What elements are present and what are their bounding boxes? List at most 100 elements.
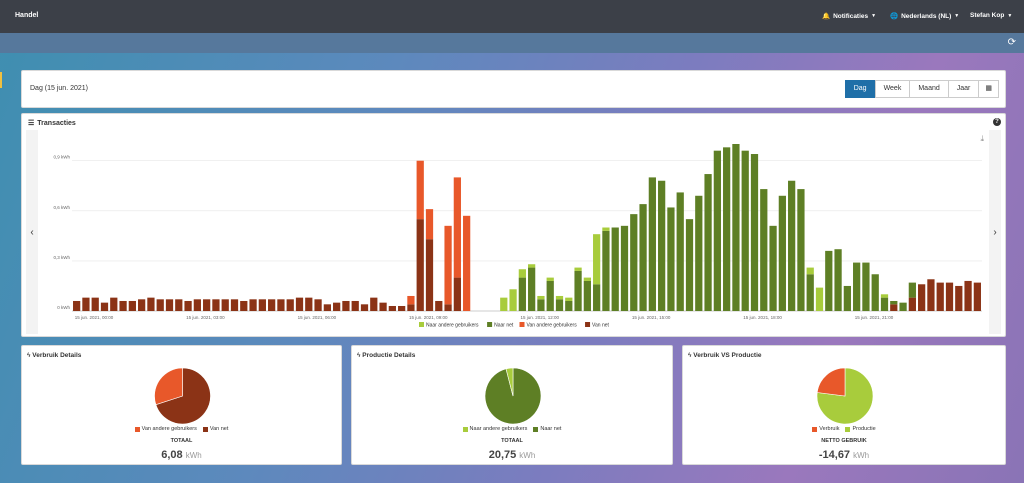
bar-segment[interactable] xyxy=(908,297,916,311)
bar-segment[interactable] xyxy=(138,299,146,311)
download-icon[interactable]: ⤓ xyxy=(980,134,984,143)
bar-segment[interactable] xyxy=(750,154,759,311)
legend-item[interactable]: Van net xyxy=(202,426,228,432)
legend-label[interactable]: Naar andere gebruikers xyxy=(426,323,479,329)
bar-segment[interactable] xyxy=(221,299,229,311)
bar-segment[interactable] xyxy=(583,280,591,311)
bar-segment[interactable] xyxy=(184,300,192,311)
bar-segment[interactable] xyxy=(342,300,350,311)
bar-segment[interactable] xyxy=(249,299,257,311)
bar-segment[interactable] xyxy=(890,300,898,305)
bar-segment[interactable] xyxy=(574,267,582,271)
bar-segment[interactable] xyxy=(639,204,647,311)
bar-segment[interactable] xyxy=(834,249,842,311)
legend-item[interactable]: Verbruik xyxy=(812,426,839,432)
bar-segment[interactable] xyxy=(537,295,545,300)
bar-segment[interactable] xyxy=(908,282,916,298)
bar-segment[interactable] xyxy=(333,302,341,311)
bar-segment[interactable] xyxy=(955,285,963,311)
legend-item[interactable]: Naar net xyxy=(533,426,561,432)
bar-segment[interactable] xyxy=(416,219,424,311)
bar-segment[interactable] xyxy=(741,150,749,311)
bar-segment[interactable] xyxy=(806,274,814,311)
legend-label[interactable]: Naar net xyxy=(494,323,514,329)
bar-segment[interactable] xyxy=(370,297,378,311)
bar-segment[interactable] xyxy=(203,299,211,311)
bar-segment[interactable] xyxy=(593,234,601,285)
bar-segment[interactable] xyxy=(463,215,471,311)
bar-segment[interactable] xyxy=(73,300,81,311)
bar-segment[interactable] xyxy=(723,147,731,311)
bar-segment[interactable] xyxy=(685,219,694,311)
bar-segment[interactable] xyxy=(871,274,879,311)
bar-segment[interactable] xyxy=(713,150,721,311)
bar-segment[interactable] xyxy=(620,225,629,311)
calendar-button[interactable]: ▦ xyxy=(978,80,999,98)
user-menu[interactable]: Stefan Kop ▼ xyxy=(970,12,1012,19)
bar-segment[interactable] xyxy=(82,297,90,311)
pie-slice[interactable] xyxy=(154,367,183,406)
legend-item[interactable]: Van andere gebruikers xyxy=(134,426,197,432)
bar-segment[interactable] xyxy=(156,299,164,311)
bar-segment[interactable] xyxy=(407,304,415,311)
bar-segment[interactable] xyxy=(565,300,573,311)
bar-segment[interactable] xyxy=(444,225,452,305)
legend-label[interactable]: Van andere gebruikers xyxy=(527,323,578,329)
bar-segment[interactable] xyxy=(806,267,814,275)
bar-segment[interactable] xyxy=(973,282,981,311)
bar-segment[interactable] xyxy=(880,294,889,298)
bar-segment[interactable] xyxy=(360,304,369,311)
bar-segment[interactable] xyxy=(110,297,118,311)
bar-segment[interactable] xyxy=(565,297,573,301)
bar-segment[interactable] xyxy=(853,262,861,311)
bar-segment[interactable] xyxy=(778,195,786,311)
bar-segment[interactable] xyxy=(453,177,461,278)
bar-segment[interactable] xyxy=(175,299,183,311)
bar-segment[interactable] xyxy=(147,297,155,311)
bar-segment[interactable] xyxy=(119,300,127,311)
bar-segment[interactable] xyxy=(964,280,972,311)
bar-segment[interactable] xyxy=(518,277,526,311)
bar-segment[interactable] xyxy=(583,277,591,281)
bar-segment[interactable] xyxy=(676,192,684,311)
bar-segment[interactable] xyxy=(230,299,239,311)
bar-segment[interactable] xyxy=(667,207,675,311)
bar-segment[interactable] xyxy=(602,230,610,311)
bar-segment[interactable] xyxy=(815,287,824,311)
bar-segment[interactable] xyxy=(862,262,870,311)
bar-segment[interactable] xyxy=(425,239,434,311)
pie-slice[interactable] xyxy=(816,367,846,397)
bar-segment[interactable] xyxy=(797,189,805,311)
bar-segment[interactable] xyxy=(648,177,656,311)
bar-segment[interactable] xyxy=(100,302,109,311)
bar-segment[interactable] xyxy=(416,160,424,220)
bar-segment[interactable] xyxy=(537,299,545,311)
bar-segment[interactable] xyxy=(398,305,406,311)
week-button[interactable]: Week xyxy=(874,80,911,98)
language-menu[interactable]: 🌐 Nederlands (NL) ▼ xyxy=(890,12,959,21)
bar-segment[interactable] xyxy=(918,284,926,311)
bar-segment[interactable] xyxy=(843,285,851,311)
brand-title[interactable]: Handel xyxy=(15,12,39,19)
bar-segment[interactable] xyxy=(91,297,99,311)
bar-segment[interactable] xyxy=(695,195,703,311)
bar-segment[interactable] xyxy=(760,189,768,311)
bar-segment[interactable] xyxy=(899,302,907,311)
pie-slice[interactable] xyxy=(155,367,211,425)
bar-segment[interactable] xyxy=(128,300,136,311)
bar-segment[interactable] xyxy=(555,299,564,311)
bar-segment[interactable] xyxy=(704,174,712,311)
bar-segment[interactable] xyxy=(555,295,564,300)
bar-segment[interactable] xyxy=(732,144,740,311)
bar-segment[interactable] xyxy=(528,267,536,311)
bar-segment[interactable] xyxy=(518,269,526,278)
bar-segment[interactable] xyxy=(546,280,554,311)
bar-segment[interactable] xyxy=(630,214,638,311)
bar-segment[interactable] xyxy=(546,277,554,281)
bar-segment[interactable] xyxy=(323,304,331,311)
bar-segment[interactable] xyxy=(509,289,517,311)
bar-segment[interactable] xyxy=(193,299,201,311)
bar-segment[interactable] xyxy=(880,297,889,311)
bar-segment[interactable] xyxy=(769,225,777,311)
next-arrow-button[interactable]: › xyxy=(989,130,1001,334)
